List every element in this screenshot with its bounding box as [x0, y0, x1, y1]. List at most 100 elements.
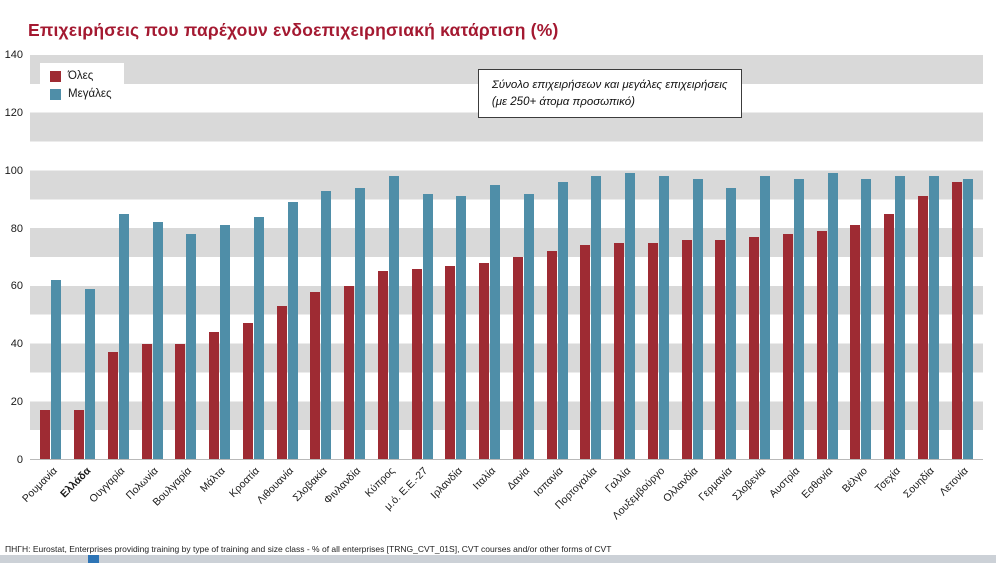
- x-axis-label: Γαλλία: [602, 465, 634, 496]
- bar-all: [614, 242, 625, 459]
- bar-all: [175, 343, 186, 459]
- bar-all: [782, 233, 793, 459]
- x-axis-cell: Φινλανδία: [322, 460, 372, 540]
- plot-area: Όλες Μεγάλες Σύνολο επιχειρήσεων και μεγ…: [30, 55, 983, 460]
- y-axis-tick-label: 120: [4, 106, 23, 119]
- y-axis-tick-label: 140: [4, 49, 23, 61]
- bar-group: [878, 55, 912, 459]
- x-axis-cell: Δανία: [504, 460, 541, 540]
- legend-item-large: Μεγάλες: [50, 88, 112, 100]
- x-axis-cell: Βουλγαρία: [151, 460, 203, 540]
- bar-group: [203, 55, 237, 459]
- legend-label-large: Μεγάλες: [68, 88, 112, 100]
- bar-group: [439, 55, 473, 459]
- bar-group: [945, 55, 979, 459]
- x-axis-cell: Ιρλανδία: [428, 460, 473, 540]
- x-axis-cell: Αυστρία: [767, 460, 811, 540]
- bar-group: [372, 55, 406, 459]
- y-axis-tick-label: 60: [10, 280, 23, 293]
- legend-swatch-large-icon: [50, 88, 61, 100]
- bar-group: [675, 55, 709, 459]
- bar-large: [220, 225, 231, 459]
- legend-item-all: Όλες: [50, 70, 112, 82]
- x-axis-cell: Εσθονία: [800, 460, 844, 540]
- y-axis-tick-label: 40: [10, 338, 23, 351]
- bottom-strip-marker: [88, 555, 99, 563]
- bar-large: [523, 193, 534, 459]
- bar-group: [169, 55, 203, 459]
- x-axis-cell: Σλοβενία: [730, 460, 777, 540]
- page-title: Επιχειρήσεις που παρέχουν ενδοεπιχειρησι…: [28, 19, 559, 40]
- bar-group: [270, 55, 304, 459]
- bar-groups: [30, 55, 983, 459]
- bar-all: [411, 268, 422, 459]
- bar-large: [962, 179, 973, 459]
- bar-large: [861, 179, 872, 459]
- x-axis-cell: Ιταλία: [471, 460, 507, 540]
- bar-group: [473, 55, 507, 459]
- bar-large: [928, 176, 939, 459]
- x-axis-label: Δανία: [504, 465, 532, 493]
- x-axis-labels: Ρουμανία Ελλάδα Ουγγαρία Πολωνία Βουλγαρία Μά…: [20, 460, 983, 540]
- bar-large: [422, 193, 433, 459]
- x-axis-cell: Μάλτα: [198, 460, 237, 540]
- bar-all: [310, 291, 321, 459]
- bar-group: [844, 55, 878, 459]
- bar-group: [135, 55, 169, 459]
- bar-all: [445, 265, 456, 459]
- bar-group: [304, 55, 338, 459]
- bar-all: [209, 332, 220, 459]
- x-axis-label: Τσεχία: [873, 465, 904, 495]
- x-axis-cell: Σουηδία: [901, 460, 946, 540]
- legend: Όλες Μεγάλες: [40, 63, 124, 108]
- bar-large: [51, 280, 62, 459]
- bar-large: [85, 288, 96, 459]
- x-axis-label: Βέλγιο: [839, 465, 870, 495]
- bar-group: [743, 55, 777, 459]
- bar-all: [377, 271, 388, 459]
- x-axis-cell: Ρουμανία: [20, 460, 68, 540]
- annotation-line-1: Σύνολο επιχειρήσεων και μεγάλες επιχειρή…: [491, 79, 728, 91]
- legend-swatch-all-icon: [50, 70, 61, 82]
- bar-large: [760, 176, 771, 459]
- bar-all: [715, 239, 726, 459]
- bar-group: [34, 55, 68, 459]
- bar-group: [574, 55, 608, 459]
- bar-large: [287, 202, 298, 459]
- bar-all: [816, 231, 827, 459]
- bar-group: [912, 55, 946, 459]
- bar-large: [490, 184, 501, 459]
- bar-large: [456, 196, 467, 459]
- bar-large: [557, 181, 568, 459]
- bar-all: [580, 245, 591, 459]
- bar-all: [951, 181, 962, 459]
- bar-all: [40, 409, 51, 459]
- bar-group: [777, 55, 811, 459]
- bar-group: [540, 55, 574, 459]
- bar-group: [810, 55, 844, 459]
- bar-large: [186, 233, 197, 459]
- bar-large: [895, 176, 906, 459]
- bar-large: [658, 176, 669, 459]
- y-axis-tick-label: 100: [4, 164, 23, 177]
- bar-all: [242, 323, 253, 459]
- x-axis-cell: Βέλγιο: [839, 460, 878, 540]
- bar-large: [321, 190, 332, 459]
- chart: Όλες Μεγάλες Σύνολο επιχειρήσεων και μεγ…: [20, 55, 983, 540]
- bar-group: [338, 55, 372, 459]
- bar-large: [591, 176, 602, 459]
- bar-large: [827, 173, 838, 459]
- x-axis-cell: Λετονία: [937, 460, 979, 540]
- bar-all: [512, 257, 523, 459]
- bar-all: [546, 251, 557, 459]
- bar-group: [237, 55, 271, 459]
- x-axis-cell: Πορτογαλία: [553, 460, 608, 540]
- legend-label-all: Όλες: [68, 70, 94, 82]
- bar-all: [479, 262, 490, 459]
- bar-all: [917, 196, 928, 459]
- bar-all: [344, 285, 355, 459]
- bar-all: [276, 306, 287, 459]
- bar-large: [726, 187, 737, 459]
- bar-all: [850, 225, 861, 459]
- bar-group: [642, 55, 676, 459]
